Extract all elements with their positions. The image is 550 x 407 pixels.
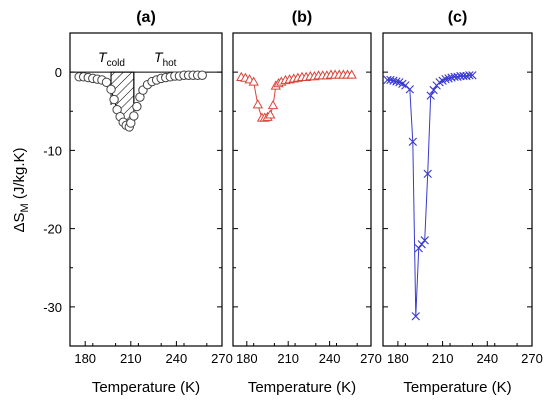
data-point — [417, 240, 426, 249]
x-tick-label: 180 — [236, 351, 258, 366]
data-point — [429, 85, 438, 95]
x-tick-label: 180 — [387, 351, 409, 366]
data-point — [465, 71, 474, 80]
y-axis-title-text: ΔSM (J/kg.K) — [11, 147, 31, 232]
x-tick-label: 210 — [277, 351, 299, 366]
data-point — [109, 94, 119, 105]
panel-c: (c) 180 210 240 270 Temperature (K) — [382, 9, 543, 396]
x-tick-label: 240 — [319, 351, 341, 366]
x-tick-label: 240 — [166, 351, 188, 366]
y-axis-title: ΔSM (J/kg.K) — [11, 147, 31, 232]
data-point — [414, 243, 423, 253]
t-cold-label: Tcold — [98, 49, 125, 69]
data-point — [252, 99, 264, 109]
x-tick-label: 210 — [120, 351, 142, 366]
data-point — [411, 312, 420, 321]
data-point — [101, 77, 112, 87]
data-point — [468, 71, 477, 80]
y-tick-label: -30 — [43, 300, 62, 315]
data-point — [346, 69, 357, 79]
data-point — [265, 109, 276, 119]
t-hot-label: Thot — [154, 49, 177, 69]
data-point — [392, 77, 401, 86]
panel-title: (a) — [136, 9, 156, 26]
panel-a: (a) 180 210 240 270 0 -10 -20 -30 Temperature (K)… — [43, 9, 233, 396]
x-tick-label: 240 — [476, 351, 498, 366]
panels: (a) 180 210 240 270 0 -10 -20 -30 Temperature (K)… — [43, 9, 543, 396]
series-line — [387, 74, 473, 317]
y-tick-label: 0 — [55, 65, 62, 80]
data-point — [456, 71, 465, 81]
data-point — [423, 169, 432, 179]
x-axis-title: Temperature (K) — [92, 379, 200, 396]
data-point — [248, 76, 259, 86]
panel-title: (b) — [292, 9, 312, 26]
data-point — [267, 99, 279, 110]
data-point — [426, 91, 435, 100]
x-tick-label: 270 — [360, 351, 382, 366]
data-point — [420, 236, 429, 245]
x-tick-label: 270 — [521, 351, 543, 366]
x-axis-title: Temperature (K) — [248, 379, 356, 396]
y-tick-label: -20 — [43, 222, 62, 237]
x-axis-title: Temperature (K) — [403, 379, 511, 396]
data-point — [408, 137, 417, 146]
data-point — [129, 111, 139, 121]
x-tick-label: 180 — [74, 351, 96, 366]
data-point — [106, 84, 116, 95]
data-point — [132, 101, 142, 112]
panel-b: (b) 180 210 240 270 Temperature (K) — [232, 9, 382, 396]
data-point — [197, 70, 207, 80]
x-tick-label: 270 — [211, 351, 233, 366]
data-point — [405, 85, 415, 94]
panel-title: (c) — [448, 9, 468, 26]
x-tick-label: 210 — [432, 351, 454, 366]
y-tick-label: -10 — [43, 143, 62, 158]
